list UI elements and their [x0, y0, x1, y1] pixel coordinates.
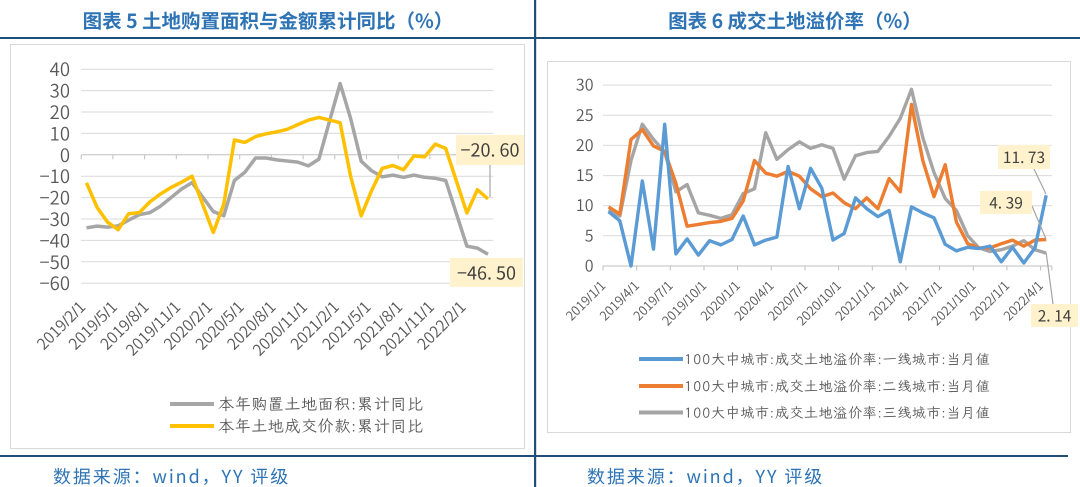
- svg-text:−40: −40: [40, 227, 70, 253]
- svg-text:100大中城市:成交土地溢价率:三线城市:当月值: 100大中城市:成交土地溢价率:三线城市:当月值: [684, 404, 990, 422]
- svg-text:10: 10: [576, 192, 594, 216]
- svg-text:5: 5: [585, 222, 594, 246]
- svg-text:数据来源：wind，YY 评级: 数据来源：wind，YY 评级: [53, 463, 290, 487]
- svg-text:30: 30: [576, 72, 594, 96]
- svg-text:−20: −20: [40, 185, 70, 211]
- svg-text:4. 39: 4. 39: [989, 192, 1023, 214]
- svg-text:100大中城市:成交土地溢价率:二线城市:当月值: 100大中城市:成交土地溢价率:二线城市:当月值: [684, 377, 990, 395]
- svg-text:数据来源：wind，YY 评级: 数据来源：wind，YY 评级: [587, 463, 824, 487]
- svg-text:15: 15: [576, 162, 594, 186]
- svg-text:30: 30: [50, 78, 70, 104]
- svg-text:100大中城市:成交土地溢价率:一线城市:当月值: 100大中城市:成交土地溢价率:一线城市:当月值: [684, 350, 990, 368]
- svg-text:11. 73: 11. 73: [1003, 146, 1045, 168]
- svg-text:25: 25: [576, 102, 594, 126]
- svg-text:本年购置土地面积:累计同比: 本年购置土地面积:累计同比: [218, 393, 423, 415]
- svg-text:−20. 60: −20. 60: [461, 137, 520, 163]
- svg-text:10: 10: [50, 120, 70, 146]
- svg-text:−10: −10: [40, 163, 70, 189]
- svg-text:20: 20: [576, 132, 594, 156]
- svg-text:−46. 50: −46. 50: [457, 260, 516, 286]
- svg-text:−30: −30: [40, 206, 70, 232]
- svg-text:2. 14: 2. 14: [1038, 305, 1072, 327]
- svg-text:40: 40: [50, 56, 70, 82]
- svg-text:图表 5 土地购置面积与金额累计同比（%）: 图表 5 土地购置面积与金额累计同比（%）: [83, 5, 454, 34]
- svg-text:0: 0: [585, 253, 594, 277]
- svg-text:20: 20: [50, 99, 70, 125]
- svg-text:−60: −60: [40, 270, 70, 296]
- svg-text:图表 6 成交土地溢价率（%）: 图表 6 成交土地溢价率（%）: [668, 5, 922, 34]
- svg-text:本年土地成交价款:累计同比: 本年土地成交价款:累计同比: [218, 415, 423, 437]
- svg-text:0: 0: [60, 142, 70, 168]
- svg-text:−50: −50: [40, 249, 70, 275]
